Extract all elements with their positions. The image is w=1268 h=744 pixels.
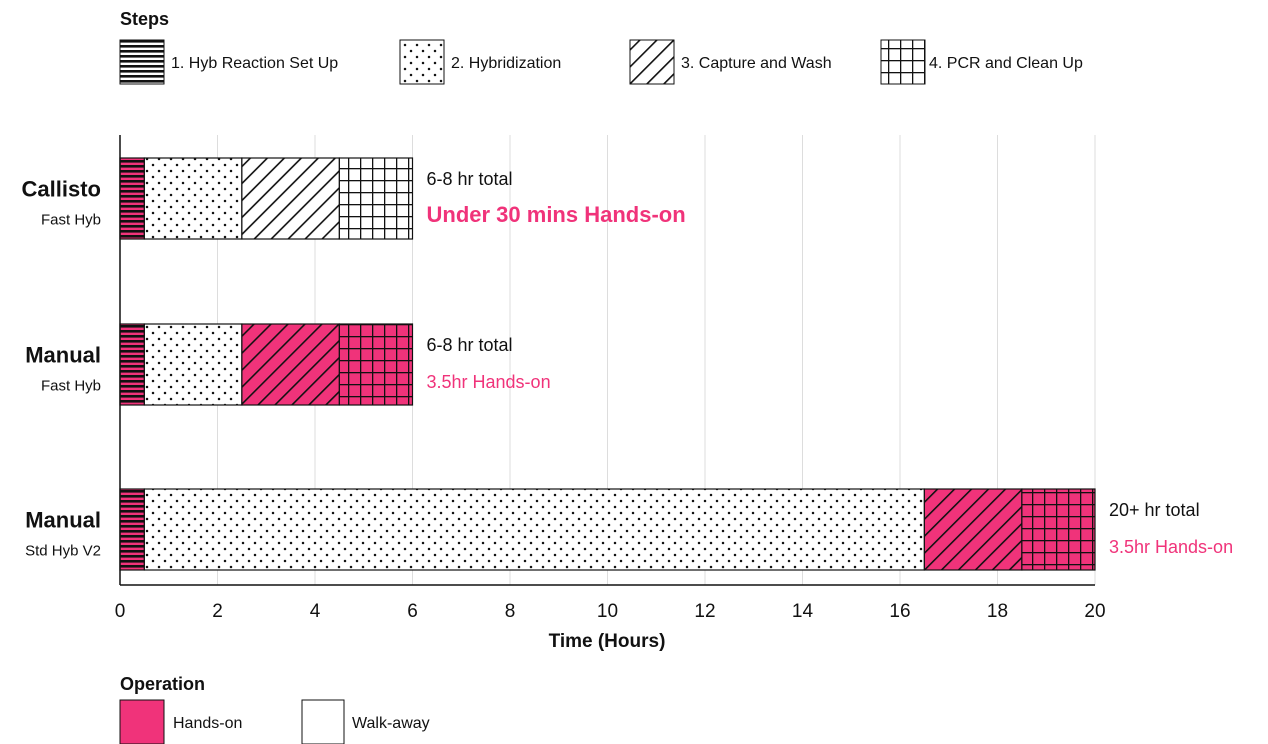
total-time-label: 20+ hr total	[1109, 500, 1200, 520]
operation-legend-item-walk-away: Walk-away	[301, 699, 430, 744]
row-labels: Callisto Fast Hyb Manual Fast Hyb Manual Std …	[22, 177, 101, 560]
x-tick-label: 14	[792, 601, 814, 622]
x-tick-labels: 0 2 4 6 8 10 12 14 16 18 20	[115, 601, 1106, 622]
x-tick-label: 20	[1084, 601, 1105, 622]
legend-label-step-1: 1. Hyb Reaction Set Up	[171, 55, 338, 72]
x-tick-label: 12	[694, 601, 715, 622]
x-tick-label: 2	[212, 601, 223, 622]
bar-segment-pattern	[119, 157, 145, 240]
steps-legend-title: Steps	[120, 9, 169, 29]
hands-on-time-label: 3.5hr Hands-on	[1109, 537, 1233, 557]
bar-segment-pattern	[119, 323, 145, 406]
bar-segment-pattern	[1021, 488, 1096, 571]
legend-swatch-grid	[880, 39, 926, 85]
row-label-name: Manual	[25, 508, 101, 533]
operation-legend-item-hands-on: Hands-on	[119, 699, 242, 744]
bar-segment-pattern	[143, 323, 243, 406]
x-tick-label: 4	[310, 601, 321, 622]
legend-label-step-2: 2. Hybridization	[451, 55, 561, 72]
total-time-label: 6-8 hr total	[427, 335, 513, 355]
x-axis-label: Time (Hours)	[549, 631, 666, 652]
row-label-name: Manual	[25, 343, 101, 368]
x-tick-label: 6	[407, 601, 418, 622]
hands-on-time-label: Under 30 mins Hands-on	[427, 202, 686, 227]
row-label-subtitle: Fast Hyb	[41, 378, 101, 395]
x-tick-label: 8	[505, 601, 516, 622]
hands-on-time-label: 3.5hr Hands-on	[427, 372, 551, 392]
bars-layer	[119, 157, 1096, 571]
x-tick-label: 10	[597, 601, 618, 622]
x-tick-label: 16	[889, 601, 910, 622]
legend-label-walk-away: Walk-away	[352, 715, 430, 732]
legend-swatch-dots	[399, 39, 445, 85]
bar-segment-pattern	[143, 157, 243, 240]
x-tick-label: 0	[115, 601, 126, 622]
steps-legend-item-2: 2. Hybridization	[399, 39, 561, 85]
row-label-name: Callisto	[22, 177, 101, 202]
bar-row	[119, 488, 1096, 571]
row-label-subtitle: Fast Hyb	[41, 212, 101, 229]
bar-row	[119, 323, 414, 406]
x-tick-label: 18	[987, 601, 1008, 622]
legend-label-step-4: 4. PCR and Clean Up	[929, 55, 1083, 72]
legend-label-step-3: 3. Capture and Wash	[681, 55, 832, 72]
legend-swatch-horizontal-lines	[119, 39, 165, 85]
bar-segment-pattern	[338, 157, 414, 240]
bar-segment-pattern	[923, 488, 1023, 571]
steps-legend-item-4: 4. PCR and Clean Up	[880, 39, 1083, 85]
bar-segment-pattern	[241, 323, 340, 406]
legend-swatch-walk-away	[301, 699, 345, 744]
legend-label-hands-on: Hands-on	[173, 715, 242, 732]
bar-row	[119, 157, 414, 240]
bar-segment-pattern	[119, 488, 145, 571]
steps-legend-item-3: 3. Capture and Wash	[629, 39, 832, 85]
legend-swatch-hands-on	[119, 699, 165, 744]
legend-swatch-diagonal-lines	[629, 39, 675, 85]
bar-segment-pattern	[143, 488, 925, 571]
total-time-label: 6-8 hr total	[427, 169, 513, 189]
operation-legend-title: Operation	[120, 674, 205, 694]
steps-legend-item-1: 1. Hyb Reaction Set Up	[119, 39, 338, 85]
bar-segment-pattern	[338, 323, 414, 406]
bar-annotations: 6-8 hr total Under 30 mins Hands-on 6-8 hr…	[427, 169, 1234, 557]
bar-segment-pattern	[241, 157, 340, 240]
row-label-subtitle: Std Hyb V2	[25, 543, 101, 560]
